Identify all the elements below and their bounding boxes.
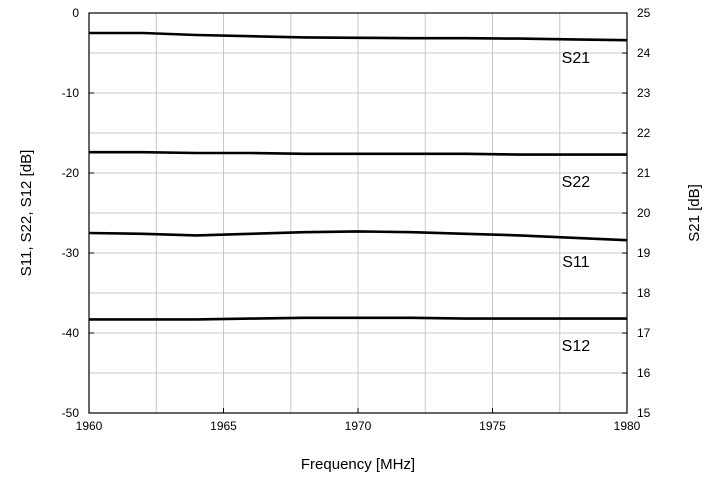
tick-marks (88, 12, 628, 414)
series-line-s22 (89, 150, 627, 156)
series-labels: S21 S22 S11 S12 (562, 50, 591, 355)
y-right-tick-label: 19 (637, 246, 651, 260)
y-right-tick-label: 21 (637, 166, 651, 180)
series-line-s21 (89, 31, 628, 42)
y-left-tick-label: -40 (62, 326, 80, 340)
x-tick-label: 1980 (614, 419, 641, 433)
y-left-tick-label: -20 (62, 166, 80, 180)
y-left-tick-label: -50 (62, 406, 80, 420)
grid-lines (89, 13, 627, 413)
tick-labels: 1960 1965 1970 1975 1980 0 -10 -20 -30 -40 -50 25 24… (62, 6, 651, 433)
x-tick-label: 1960 (76, 419, 103, 433)
x-tick-label: 1965 (210, 419, 237, 433)
series-label-s21: S21 (562, 50, 591, 67)
x-tick-label: 1975 (479, 419, 506, 433)
y-axis-right-title: S21 [dB] (686, 184, 703, 242)
y-right-tick-label: 17 (637, 326, 651, 340)
y-right-tick-label: 25 (637, 6, 651, 20)
y-left-tick-label: -10 (62, 86, 80, 100)
y-right-tick-label: 15 (637, 406, 651, 420)
y-left-tick-label: -30 (62, 246, 80, 260)
series-line-s12 (89, 316, 627, 321)
y-axis-left-title: S11, S22, S12 [dB] (18, 150, 35, 276)
series-line-s11 (88, 230, 628, 242)
series-label-s12: S12 (562, 338, 591, 355)
series-label-s22: S22 (562, 174, 591, 191)
y-right-tick-label: 18 (637, 286, 651, 300)
x-tick-label: 1970 (345, 419, 372, 433)
y-left-tick-label: 0 (72, 6, 79, 20)
y-right-tick-label: 23 (637, 86, 651, 100)
x-axis-title: Frequency [MHz] (301, 456, 415, 473)
y-right-tick-label: 24 (637, 46, 651, 60)
series-label-s11: S11 (562, 254, 589, 271)
series-lines (88, 31, 628, 321)
y-right-tick-label: 16 (637, 366, 651, 380)
y-right-tick-label: 22 (637, 126, 651, 140)
y-right-tick-label: 20 (637, 206, 651, 220)
